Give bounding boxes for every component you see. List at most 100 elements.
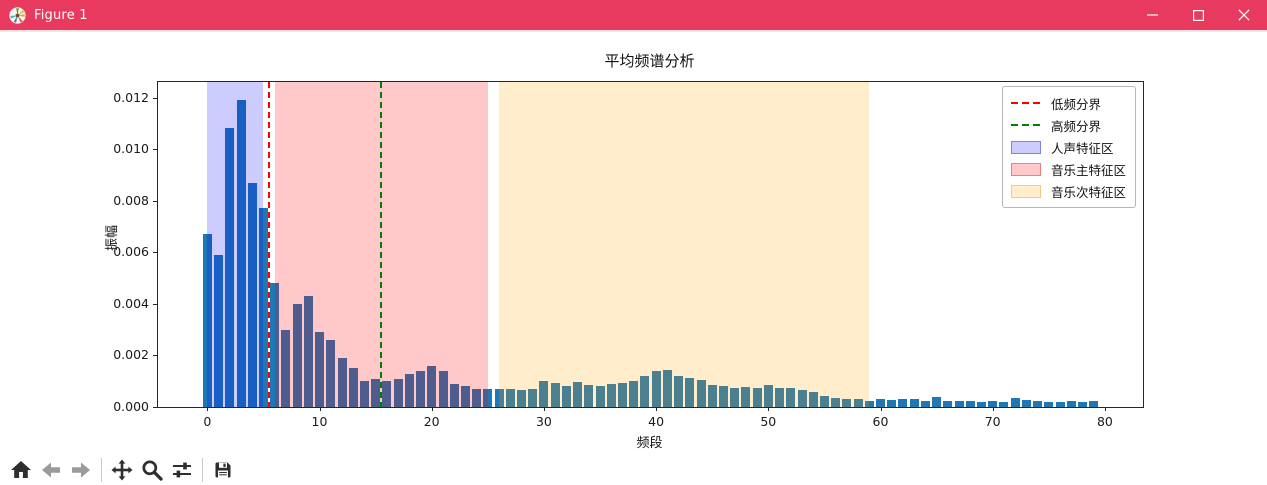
legend-patch-key xyxy=(1010,184,1041,198)
save-button[interactable] xyxy=(208,456,238,484)
bar xyxy=(842,399,852,407)
sliders-icon xyxy=(173,462,191,478)
bar xyxy=(909,398,919,407)
bar xyxy=(303,296,313,407)
legend-patch-swatch xyxy=(1010,140,1041,154)
bar xyxy=(270,283,280,407)
bar xyxy=(696,379,706,407)
legend-label: 音乐主特征区 xyxy=(1050,162,1126,178)
y-tick-mark xyxy=(153,149,157,151)
legend-label: 人声特征区 xyxy=(1050,140,1114,156)
bar xyxy=(741,386,751,407)
titlebar: Figure 1 xyxy=(0,0,1267,30)
bar xyxy=(1089,401,1099,407)
window-title: Figure 1 xyxy=(34,7,88,23)
bar xyxy=(651,370,661,407)
pan-button[interactable] xyxy=(107,456,137,484)
bar xyxy=(876,399,885,407)
bar xyxy=(640,376,650,407)
y-tick-mark xyxy=(153,252,157,254)
bar xyxy=(920,401,930,407)
toolbar-separator xyxy=(202,458,203,482)
bar xyxy=(359,381,369,407)
x-tick-label: 40 xyxy=(648,414,665,429)
y-tick-label: 0.012 xyxy=(113,89,149,105)
bar xyxy=(898,398,908,407)
forward-button[interactable] xyxy=(66,456,96,484)
magnifier-icon xyxy=(142,460,163,481)
legend-dashed-line-key xyxy=(1010,119,1041,132)
bar xyxy=(1077,401,1087,407)
bar xyxy=(348,368,358,407)
home-button[interactable] xyxy=(6,456,36,484)
legend-patch-key xyxy=(1010,162,1041,176)
back-button[interactable] xyxy=(36,456,66,484)
bar xyxy=(943,401,953,407)
minimize-button[interactable] xyxy=(1129,0,1175,30)
bar xyxy=(202,234,212,407)
x-tick-mark xyxy=(768,407,770,411)
x-tick-label: 50 xyxy=(760,414,777,429)
maximize-button[interactable] xyxy=(1175,0,1221,30)
y-tick-label: 0.010 xyxy=(113,141,149,157)
zoom-button[interactable] xyxy=(137,456,167,484)
bar xyxy=(247,182,257,407)
bar xyxy=(1055,401,1065,407)
bar xyxy=(730,388,740,407)
bar xyxy=(718,385,728,407)
close-button[interactable] xyxy=(1221,0,1267,30)
y-tick-mark xyxy=(153,355,157,357)
bar xyxy=(819,395,829,407)
bar xyxy=(517,390,526,407)
bar xyxy=(707,385,717,407)
bar xyxy=(618,383,627,407)
bar xyxy=(1066,401,1076,407)
figure-canvas: 平均频谱分析 振幅 频段 0 10 20 30 40 50 60 70 80 0.000 0.002… xyxy=(0,32,1267,455)
x-tick-label: 70 xyxy=(984,414,1001,429)
high-freq-boundary-line xyxy=(380,82,383,407)
bar xyxy=(864,401,874,407)
legend-patch-key xyxy=(1010,140,1041,154)
y-tick-mark xyxy=(153,97,157,99)
bar xyxy=(999,401,1009,407)
y-tick-label: 0.006 xyxy=(113,244,149,260)
music-sub-feature-region xyxy=(499,82,870,407)
forward-arrow-icon xyxy=(72,462,90,478)
legend: 低频分界 高频分界 人声特征区 音乐主特征区 音乐次特征区 xyxy=(1001,86,1136,208)
x-tick-mark xyxy=(992,407,994,411)
bar xyxy=(505,388,515,407)
low-freq-boundary-line xyxy=(268,82,271,407)
legend-item: 低频分界 xyxy=(1010,92,1126,114)
bar xyxy=(427,365,437,407)
legend-dash-swatch xyxy=(1010,102,1041,104)
toolbar-separator xyxy=(101,458,102,482)
legend-item: 音乐主特征区 xyxy=(1010,158,1126,180)
bar xyxy=(292,303,302,407)
configure-subplots-button[interactable] xyxy=(167,456,197,484)
y-tick-label: 0.002 xyxy=(113,347,149,363)
x-tick-mark xyxy=(207,407,209,411)
bar xyxy=(629,381,639,407)
vocal-feature-region xyxy=(207,82,264,407)
bar xyxy=(528,388,538,407)
x-tick-mark xyxy=(880,407,882,411)
bar xyxy=(561,386,571,407)
legend-label: 高频分界 xyxy=(1050,118,1101,134)
bar xyxy=(797,390,807,407)
bar xyxy=(472,388,482,407)
bar xyxy=(337,358,347,407)
home-icon xyxy=(11,461,31,478)
bar xyxy=(831,397,841,407)
bar xyxy=(438,370,448,407)
bar xyxy=(315,332,325,407)
bar xyxy=(786,387,796,407)
bar xyxy=(763,385,773,407)
x-tick-mark xyxy=(543,407,545,411)
matplotlib-logo-icon xyxy=(9,6,26,24)
x-tick-mark xyxy=(656,407,658,411)
y-tick-label: 0.000 xyxy=(113,399,149,414)
legend-dash-swatch xyxy=(1010,124,1041,126)
bar xyxy=(932,396,942,407)
legend-patch-swatch xyxy=(1010,162,1041,176)
